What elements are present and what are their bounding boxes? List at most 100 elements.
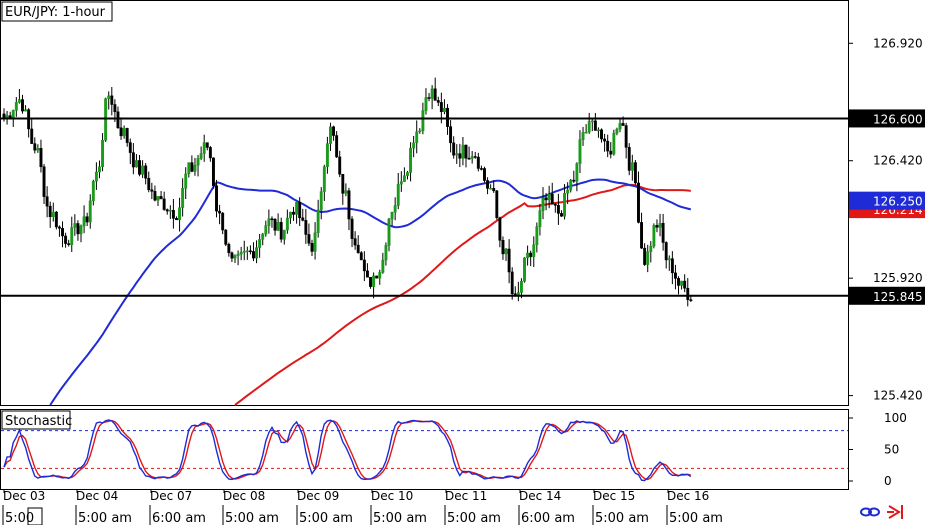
candle-body [94, 171, 98, 182]
candle-body [211, 157, 215, 186]
candle-body [332, 126, 336, 136]
stochastic-label: Stochastic [5, 414, 72, 429]
candle-body [563, 193, 567, 217]
stochastic-axis-label: 50 [884, 443, 899, 457]
candle-body [344, 190, 348, 194]
candle-body [560, 213, 563, 217]
candle-body [347, 190, 351, 220]
candle-body [365, 270, 369, 278]
time-axis-date-label: Dec 04 [76, 489, 118, 503]
chart-title: EUR/JPY: 1-hour [5, 5, 106, 20]
candle-body [587, 121, 591, 133]
candle-body [162, 198, 166, 210]
candle-body [239, 252, 243, 255]
candle-body [532, 244, 536, 258]
candle-body [122, 128, 126, 137]
candle-body [313, 232, 317, 252]
candle-body [282, 229, 286, 240]
candle-body [504, 248, 508, 255]
candle-body [455, 153, 459, 156]
candle-body [341, 173, 345, 194]
candle-body [288, 211, 292, 219]
time-axis-date-label: Dec 16 [667, 489, 709, 503]
time-axis-time-label: 5:00 am [373, 511, 427, 525]
candle-body [11, 110, 15, 119]
candle-body [479, 168, 483, 170]
time-axis-time-label: 5:00 am [78, 511, 132, 525]
candle-body [153, 191, 157, 201]
candle-body [470, 156, 474, 159]
candle-body [575, 163, 579, 182]
candle-body [85, 216, 89, 223]
candle-body [107, 95, 111, 99]
candle-body [88, 200, 92, 223]
candle-body [298, 201, 302, 219]
candle-body [51, 211, 55, 218]
candle-body [406, 172, 409, 176]
time-axis-time-label: 5:00 am [225, 511, 279, 525]
candle-body [424, 97, 428, 111]
candle-body [245, 250, 249, 253]
scroll-to-end-icon[interactable] [887, 505, 903, 519]
candle-body [190, 162, 194, 172]
link-icon[interactable] [860, 507, 880, 517]
candle-body [421, 110, 425, 132]
price-axis-label: 125.920 [873, 271, 923, 285]
candle-body [553, 204, 557, 206]
candle-body [165, 209, 169, 212]
candle-body [483, 168, 486, 181]
time-axis-time-label: 6:00 am [152, 511, 206, 525]
candle-body [489, 188, 493, 190]
candle-body [538, 210, 542, 227]
candle-body [42, 166, 46, 197]
candle-body [409, 147, 413, 173]
candle-body [596, 129, 600, 132]
candle-body [125, 128, 129, 143]
candle-body [624, 125, 628, 148]
candle-body [640, 222, 644, 249]
candle-body [464, 144, 468, 159]
candle-body [501, 240, 505, 255]
candle-body [372, 275, 376, 287]
candle-body [159, 196, 163, 200]
candle-body [578, 139, 582, 164]
candle-body [73, 223, 77, 228]
candle-body [519, 280, 523, 293]
candle-body [350, 218, 354, 239]
candle-body [82, 216, 86, 227]
candle-body [486, 180, 490, 189]
candle-body [48, 205, 52, 218]
candle-body [104, 98, 108, 141]
candle-body [267, 218, 271, 226]
candle-body [128, 142, 132, 153]
candle-body [184, 173, 188, 189]
candle-body [544, 197, 548, 201]
candle-body [33, 143, 37, 151]
candle-body [144, 165, 148, 179]
candle-body [569, 179, 573, 191]
candle-body [541, 197, 545, 211]
last-price-marker: ▼ [852, 293, 859, 303]
candle-body [221, 212, 225, 231]
time-axis-date-label: Dec 10 [371, 489, 413, 503]
candle-body [612, 132, 616, 155]
time-cursor-box [27, 507, 43, 525]
candle-body [36, 148, 40, 151]
candle-body [452, 142, 456, 156]
candle-body [242, 250, 246, 253]
candle-body [236, 253, 240, 256]
candle-body [495, 190, 499, 219]
stochastic-k-line [3, 419, 692, 482]
candle-body [233, 255, 237, 259]
candle-body [547, 194, 551, 201]
candle-body [98, 166, 101, 173]
time-axis-date-label: Dec 08 [223, 489, 265, 503]
candle-body [61, 228, 64, 237]
candle-body [661, 223, 665, 243]
candle-body [627, 147, 631, 171]
candle-body [649, 245, 653, 252]
time-axis-time-label: 5:00 am [299, 511, 353, 525]
candle-body [218, 210, 222, 214]
candle-body [550, 194, 554, 205]
